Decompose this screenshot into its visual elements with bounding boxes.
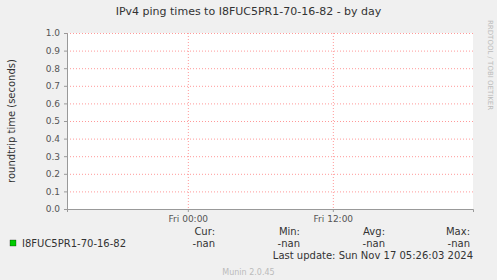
tick-label: 0.3: [46, 152, 60, 162]
tick: 0.4: [46, 134, 67, 144]
tick-mark: [64, 51, 67, 52]
tick-label: 1.0: [46, 28, 61, 38]
grid-line: [188, 33, 189, 209]
tick-mark: [64, 174, 67, 175]
footer: Munin 2.0.45: [222, 268, 274, 277]
tick-mark: [64, 121, 67, 122]
y-axis-title: roundtrip time (seconds): [6, 59, 17, 183]
legend-stat: -nan: [448, 238, 470, 249]
tick-label: 0.9: [46, 46, 61, 56]
tick-mark: [188, 209, 189, 212]
tick: 1.0: [46, 28, 67, 38]
tick-mark: [64, 156, 67, 157]
tick-mark: [64, 139, 67, 140]
tick-mark: [64, 103, 67, 104]
tick-mark: [64, 86, 67, 87]
tick-mark: [64, 68, 67, 69]
x-axis: Fri 00:00 Fri 12:00: [68, 209, 474, 224]
tick-label: 0.1: [46, 187, 60, 197]
legend-stat: -nan: [363, 238, 385, 249]
grid-line: [67, 174, 473, 175]
axis-line: [68, 210, 474, 213]
grid-line: [67, 33, 473, 34]
legend-label: I8FUC5PR1-70-16-82: [22, 238, 126, 249]
grid-line: [67, 68, 473, 69]
tick-label: 0.2: [46, 169, 60, 179]
tick-mark: [333, 209, 334, 212]
tick: 0.0: [46, 204, 67, 214]
last-update: Last update: Sun Nov 17 05:26:03 2024: [273, 250, 473, 261]
tick-label: 0.8: [46, 64, 61, 74]
y-axis: 0.0 0.1 0.2 0.3 0.4 0.5 0.6 0.7 0.8 0.9 1.0: [46, 28, 68, 214]
tick: 0.3: [46, 152, 67, 162]
axis-line: [64, 34, 68, 210]
plot-area: [67, 33, 473, 209]
legend-stat: -nan: [193, 238, 215, 249]
tick: 0.2: [46, 169, 67, 179]
tick-label: 0.6: [46, 99, 61, 109]
watermark: RRDTOOL / TOBI OETIKER: [486, 20, 494, 110]
grid-line: [67, 86, 473, 87]
background: [0, 0, 497, 280]
grid-line: [333, 33, 334, 209]
tick: 0.8: [46, 64, 67, 74]
tick-label: 0.5: [46, 116, 60, 126]
grid-line: [67, 121, 473, 122]
tick: Fri 00:00: [169, 209, 209, 224]
legend-header: Cur:: [194, 226, 215, 237]
tick: 0.5: [46, 116, 67, 126]
tick-mark: [64, 33, 67, 34]
tick-label: Fri 12:00: [314, 214, 354, 224]
tick-label: 0.7: [46, 81, 60, 91]
tick-mark: [64, 209, 67, 210]
tick-label: 0.0: [46, 204, 61, 214]
grid-line: [67, 51, 473, 52]
tick: 0.1: [46, 187, 67, 197]
legend-header: Max:: [446, 226, 470, 237]
grid-line: [67, 103, 473, 104]
legend-swatch: [10, 240, 16, 246]
tick-mark: [64, 191, 67, 192]
tick: Fri 12:00: [314, 209, 354, 224]
title: IPv4 ping times to I8FUC5PR1-70-16-82 - …: [116, 5, 382, 18]
tick: 0.9: [46, 46, 67, 56]
grid-line: [67, 191, 473, 192]
chart: 0.0 0.1 0.2 0.3 0.4 0.5 0.6 0.7 0.8 0.9 1.0 Fri 00:…: [0, 0, 497, 280]
grid: [67, 33, 473, 210]
grid-line: [67, 156, 473, 157]
grid-line: [67, 139, 473, 140]
tick-label: 0.4: [46, 134, 61, 144]
tick-label: Fri 00:00: [169, 214, 209, 224]
tick: 0.6: [46, 99, 67, 109]
legend-stat: -nan: [278, 238, 300, 249]
legend-header: Avg:: [363, 226, 385, 237]
tick: 0.7: [46, 81, 67, 91]
legend-header: Min:: [279, 226, 300, 237]
